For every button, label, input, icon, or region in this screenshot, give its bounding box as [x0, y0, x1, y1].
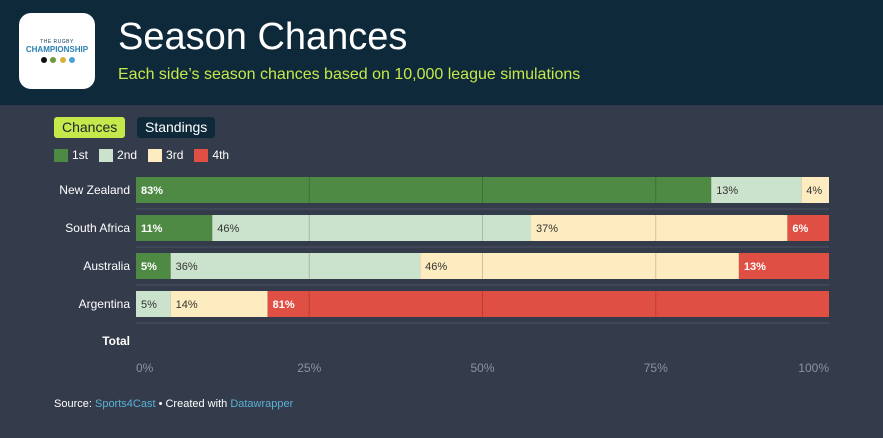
bar-australia-1st: [136, 253, 171, 279]
data-label-australia-2nd: 36%: [176, 261, 198, 273]
bar-argentina-2nd: [136, 291, 171, 317]
bar-argentina-3rd: [170, 291, 268, 317]
season-chances-chart: New Zealand 83% 13% 4% South Africa 11% 46% 37%…: [0, 170, 883, 385]
logo-main-text: CHAMPIONSHIP: [25, 45, 89, 54]
page-title: Season Chances: [118, 16, 408, 58]
legend-swatch-2nd: [99, 148, 114, 162]
logo-top-text: THE RUGBY: [40, 39, 74, 45]
chart-svg: New Zealand 83% 13% 4% South Africa 11% 46% 37%…: [59, 177, 829, 375]
x-tick-label-0: 0%: [136, 361, 154, 375]
bar-new-zealand-1st: [136, 177, 712, 203]
data-label-australia-1st: 5%: [141, 261, 157, 273]
category-label-australia: Australia: [83, 259, 130, 273]
data-label-argentina-3rd: 14%: [176, 299, 198, 311]
x-tick-label-75: 75%: [644, 361, 668, 375]
data-label-argentina-2nd: 5%: [141, 299, 157, 311]
bar-argentina-4th: [267, 291, 829, 317]
legend-item-4th: 4th: [194, 148, 229, 162]
footer-separator: • Created with: [158, 398, 228, 410]
logo-team-marks: [41, 57, 75, 63]
bar-south-africa-4th: [787, 215, 829, 241]
page-subtitle: Each side’s season chances based on 10,0…: [118, 66, 581, 83]
category-label-south-africa: South Africa: [65, 221, 130, 235]
bar-new-zealand-3rd: [801, 177, 829, 203]
bar-australia-3rd: [420, 253, 739, 279]
legend-label-1st: 1st: [72, 148, 89, 162]
x-tick-label-100: 100%: [798, 361, 829, 375]
category-label-new-zealand: New Zealand: [59, 183, 130, 197]
data-label-new-zealand-3rd: 4%: [806, 185, 822, 197]
datawrapper-link[interactable]: Datawrapper: [230, 398, 294, 410]
legend-item-3rd: 3rd: [148, 148, 183, 162]
legend-swatch-1st: [54, 148, 68, 162]
data-label-argentina-4th: 81%: [273, 299, 295, 311]
legend-label-2nd: 2nd: [117, 148, 138, 162]
bar-australia-2nd: [170, 253, 421, 279]
legend-swatch-4th: [194, 148, 209, 162]
footer-source-label: Source:: [54, 398, 92, 410]
legend-label-4th: 4th: [212, 148, 230, 162]
data-label-south-africa-3rd: 37%: [536, 223, 558, 235]
bar-australia-4th: [738, 253, 829, 279]
chart-legend: 1st 2nd 3rd 4th: [54, 148, 240, 162]
rugby-championship-logo: THE RUGBY CHAMPIONSHIP: [19, 13, 95, 89]
tab-standings[interactable]: Standings: [137, 117, 216, 138]
footer: Source: Sports4Cast • Created with Dataw…: [54, 398, 293, 410]
bar-south-africa-2nd: [212, 215, 532, 241]
legend-item-2nd: 2nd: [99, 148, 137, 162]
legend-item-1st: 1st: [54, 148, 88, 162]
total-row-label: Total: [102, 334, 130, 348]
legend-label-3rd: 3rd: [166, 148, 184, 162]
header: THE RUGBY CHAMPIONSHIP Season Chances Ea…: [0, 0, 883, 105]
legend-swatch-3rd: [148, 148, 163, 162]
category-label-argentina: Argentina: [79, 297, 131, 311]
bar-south-africa-3rd: [531, 215, 788, 241]
x-tick-label-25: 25%: [297, 361, 321, 375]
data-label-australia-4th: 13%: [744, 261, 766, 273]
x-tick-label-50: 50%: [470, 361, 494, 375]
data-label-new-zealand-1st: 83%: [141, 185, 163, 197]
data-label-new-zealand-2nd: 13%: [716, 185, 738, 197]
data-label-australia-3rd: 46%: [425, 261, 447, 273]
bar-south-africa-1st: [136, 215, 213, 241]
data-label-south-africa-1st: 11%: [141, 223, 163, 235]
data-label-south-africa-2nd: 46%: [217, 223, 239, 235]
tab-chances[interactable]: Chances: [54, 117, 126, 138]
bar-new-zealand-2nd: [711, 177, 802, 203]
source-link[interactable]: Sports4Cast: [94, 398, 156, 410]
data-label-south-africa-4th: 6%: [792, 223, 808, 235]
